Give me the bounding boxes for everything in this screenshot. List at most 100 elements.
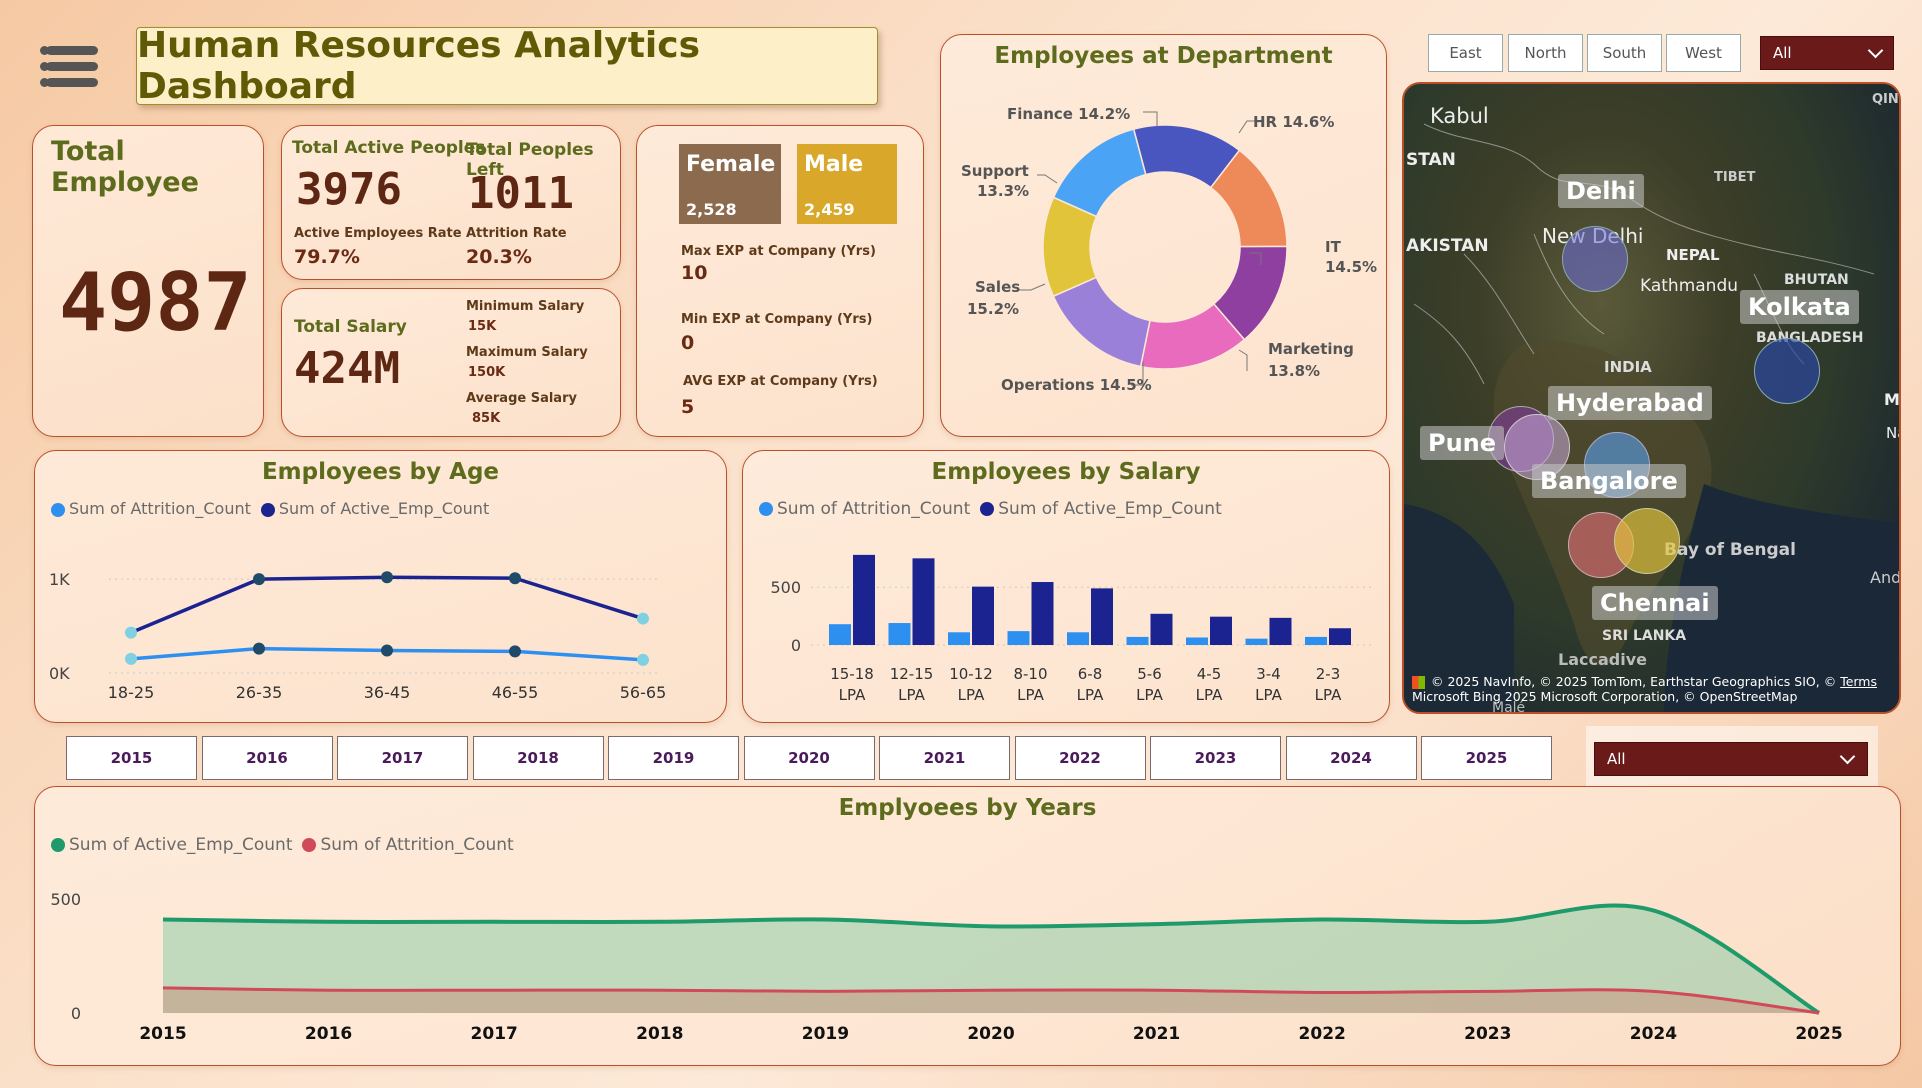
age-x-tick: 46-55 [492,683,539,702]
map-city-label-pune: Pune [1420,426,1505,460]
salary-bar-attrition[interactable] [948,632,970,645]
years-chart-legend: Sum of Active_Emp_Count Sum of Attrition… [51,835,514,855]
age-point[interactable] [509,572,521,585]
year-button-2018[interactable]: 2018 [472,736,604,780]
year-dropdown[interactable]: All [1594,742,1868,776]
attrition-rate-value: 20.3% [466,246,532,268]
active-label: Total Active Peoples [292,138,486,158]
salary-bar-active[interactable] [1269,617,1292,645]
year-button-label: 2019 [652,749,695,767]
map-geo-label-kathmandu: Kathmandu [1640,276,1739,296]
years-series-line-0[interactable] [162,903,1821,1015]
years-series-line-1[interactable] [162,986,1820,1015]
salary-legend-attrition[interactable]: Sum of Attrition_Count [759,499,970,519]
salary-x-tick: 15-18 [830,665,874,683]
salary-bar-active[interactable] [853,554,875,645]
salary-bar-active[interactable] [1031,582,1054,645]
age-point[interactable] [253,573,265,586]
years-chart-card: Emplyoees by Years Sum of Active_Emp_Cou… [34,786,1901,1066]
age-point[interactable] [637,612,649,625]
salary-bar-attrition[interactable] [1305,636,1327,645]
years-x-tick: 2015 [139,1024,186,1044]
age-x-tick: 56-65 [620,683,667,702]
years-legend-active[interactable]: Sum of Active_Emp_Count [51,835,292,855]
salary-bar-active[interactable] [1210,616,1232,645]
age-legend-attrition[interactable]: Sum of Attrition_Count [51,499,251,518]
years-x-tick: 2021 [1133,1024,1180,1044]
year-button-2020[interactable]: 2020 [743,736,875,780]
salary-bar-attrition[interactable] [829,624,851,645]
salary-bar-active[interactable] [1091,588,1113,645]
page-title-box: Human Resources Analytics Dashboard [136,25,878,107]
age-point[interactable] [509,645,521,658]
dept-label-operations: Operations 14.5% [1001,376,1152,394]
map-bubble-chennai[interactable] [1614,508,1680,574]
years-legend-attrition[interactable]: Sum of Attrition_Count [302,835,514,855]
region-button-west[interactable]: West [1666,34,1741,72]
india-map[interactable]: QIN Kabul STAN AKISTAN New Delhi TIBET N… [1402,82,1901,714]
avg-exp-value: 5 [681,396,695,418]
map-city-label-kolkata: Kolkata [1740,290,1859,324]
map-geo-label-sri-lanka: SRI LANKA [1602,628,1687,644]
salary-bar-chart: 0 500 15-18 LPA 12-15 LPA 10-12 LPA 8-10 LPA 6-8 LP… [770,554,1371,704]
region-button-north[interactable]: North [1508,34,1583,72]
year-button-label: 2020 [788,749,830,767]
salary-bar-active[interactable] [972,586,994,645]
salary-legend-active[interactable]: Sum of Active_Emp_Count [980,499,1222,519]
map-bubble-delhi[interactable] [1562,226,1628,292]
year-button-2024[interactable]: 2024 [1285,736,1417,780]
years-x-tick: 2023 [1464,1024,1511,1044]
donut-slice-finance[interactable] [1052,128,1147,218]
year-button-label: 2015 [110,749,153,767]
region-button-east[interactable]: East [1428,34,1503,72]
year-button-2023[interactable]: 2023 [1150,736,1281,780]
years-chart-title: Emplyoees by Years [838,795,1097,821]
age-point[interactable] [381,571,393,584]
salary-bar-active[interactable] [1329,628,1351,645]
age-point[interactable] [125,626,137,639]
salary-bar-active[interactable] [912,558,935,645]
year-button-2017[interactable]: 2017 [337,736,468,780]
year-button-label: 2022 [1059,749,1101,767]
map-geo-label-qin: QIN [1872,92,1899,107]
year-button-2016[interactable]: 2016 [201,736,333,780]
map-bubble-kolkata[interactable] [1754,338,1820,404]
salary-x-tick: 2-3 [1316,665,1341,683]
map-terms-link[interactable]: Terms [1840,674,1877,689]
year-button-2019[interactable]: 2019 [608,736,739,780]
age-legend-active[interactable]: Sum of Active_Emp_Count [260,499,489,518]
region-dropdown[interactable]: All [1760,36,1894,70]
year-button-2022[interactable]: 2022 [1014,736,1146,780]
map-attribution: © 2025 NavInfo, © 2025 TomTom, Earthstar… [1412,674,1899,704]
age-point[interactable] [637,653,649,666]
year-button-label: 2016 [246,749,288,767]
map-geo-label-bhutan: BHUTAN [1784,272,1849,288]
salary-bar-attrition[interactable] [1186,637,1208,645]
year-button-2015[interactable]: 2015 [66,736,197,780]
age-point[interactable] [125,652,137,665]
salary-x-tick-unit: LPA [958,686,985,704]
hamburger-menu-icon[interactable] [40,42,102,92]
region-button-south[interactable]: South [1587,34,1662,72]
salary-bar-attrition[interactable] [1126,636,1149,645]
year-button-2021[interactable]: 2021 [879,736,1010,780]
year-button-2025[interactable]: 2025 [1421,736,1552,780]
years-legend-attrition-label: Sum of Attrition_Count [320,835,514,855]
salary-bar-attrition[interactable] [1067,632,1089,645]
avg-exp-label: AVG EXP at Company (Yrs) [683,374,878,389]
male-value: 2,459 [804,200,855,219]
min-exp-value: 0 [681,332,695,354]
salary-x-tick: 3-4 [1256,665,1281,683]
map-geo-label-india: INDIA [1604,358,1652,376]
map-geo-label-laccadive: Laccadive [1558,650,1647,669]
region-dropdown-value: All [1773,44,1792,62]
salary-bar-active[interactable] [1150,613,1173,645]
age-point[interactable] [253,642,265,655]
salary-bar-attrition[interactable] [888,623,911,645]
age-x-tick: 26-35 [236,683,283,702]
chevron-down-icon [1839,748,1856,765]
age-point[interactable] [381,644,393,657]
left-value: 1011 [468,168,574,219]
salary-bar-attrition[interactable] [1007,631,1030,645]
salary-bar-attrition[interactable] [1245,638,1268,645]
